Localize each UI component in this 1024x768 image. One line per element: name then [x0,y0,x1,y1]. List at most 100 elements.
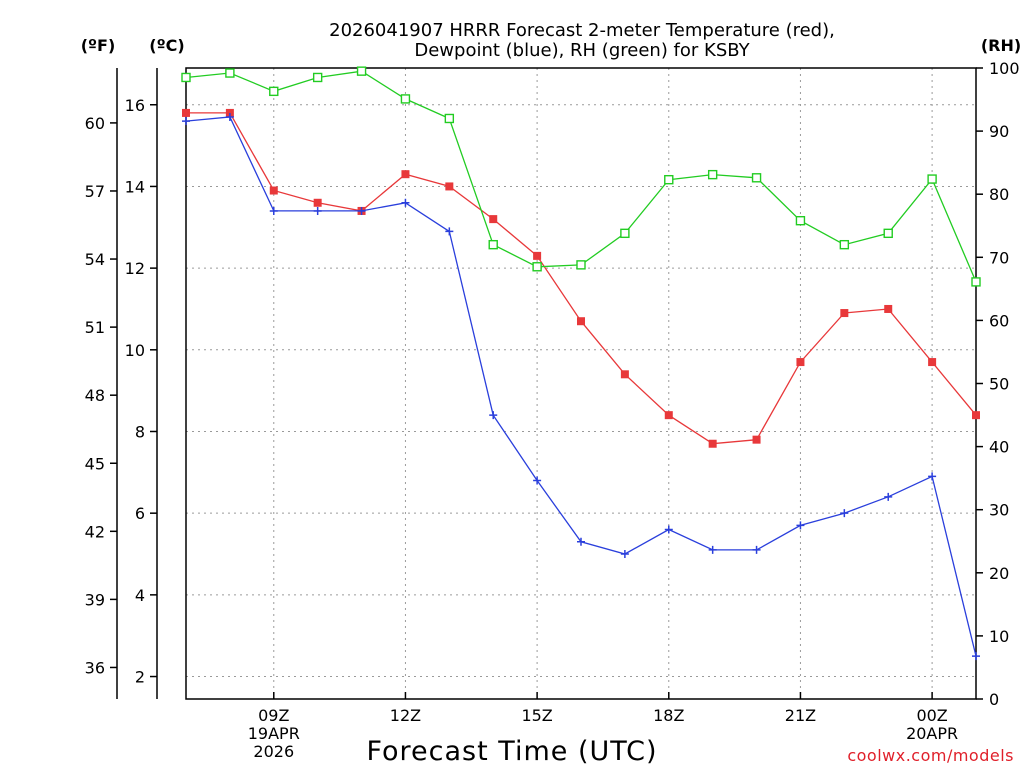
dewpoint-point [796,521,805,530]
celsius-tick-label: 10 [125,341,145,360]
rh-point [444,113,455,124]
temperature-point [445,182,454,191]
dewpoint-point [313,206,322,215]
x-tick-label: 20APR [906,724,958,743]
dewpoint-point [489,411,498,420]
dewpoint-point [445,227,454,236]
rh-point [269,86,279,97]
rh-tick-label: 80 [989,185,1009,204]
temperature-point [620,370,629,379]
rh-tick-label: 20 [989,564,1009,583]
dewpoint-point [840,509,849,518]
rh-point [356,66,367,76]
rh-tick-label: 0 [989,690,999,709]
x-axis-label: Forecast Time (UTC) [366,736,657,767]
temperature-point [401,170,410,179]
rh-tick-label: 60 [989,311,1009,330]
fahrenheit-tick-label: 51 [85,318,105,337]
rh-point [532,262,542,272]
rh-point [883,228,893,239]
rh-unit-label: (RH) [981,36,1021,55]
rh-point [181,72,191,83]
temperature-point [313,198,322,207]
fahrenheit-tick-label: 36 [85,658,105,677]
rh-tick-label: 90 [989,122,1009,141]
dewpoint-point [972,652,980,661]
temperature-point [928,358,937,367]
dewpoint-point [620,550,629,559]
dewpoint-point [401,198,410,207]
fahrenheit-tick-label: 57 [85,182,105,201]
x-tick-label: 15Z [521,706,552,725]
temperature-point [752,435,761,444]
rh-point [400,94,411,104]
credit-text: coolwx.com/models [847,746,1014,765]
temperature-point [182,108,190,117]
rh-point [707,169,718,180]
rh-point [620,228,630,239]
temperature-point [269,186,278,195]
rh-tick-label: 10 [989,627,1009,646]
rh-point [971,277,981,287]
rh-point [225,68,235,78]
temperature-point [489,215,498,224]
chart-title-line1: 2026041907 HRRR Forecast 2-meter Tempera… [329,20,835,41]
rh-point [839,239,850,250]
temperature-point [796,358,805,367]
temperature-point [533,251,542,260]
rh-point [664,174,674,185]
celsius-tick-label: 6 [135,504,145,523]
fahrenheit-tick-label: 54 [85,250,105,269]
dewpoint-point [928,472,937,481]
dewpoint-point [577,537,585,546]
fahrenheit-unit-label: (ºF) [81,36,116,55]
rh-point [488,239,498,250]
data-series [181,66,981,661]
rh-point [312,72,323,83]
dewpoint-point [752,545,761,554]
fahrenheit-tick-label: 42 [85,522,105,541]
dewpoint-point [182,117,190,126]
rh-point [751,173,762,183]
temperature-point [225,108,234,117]
dewpoint-point [269,206,278,215]
rh-tick-label: 70 [989,248,1009,267]
temperature-point [577,317,585,326]
temperature-point [840,309,849,318]
fahrenheit-tick-label: 39 [85,590,105,609]
celsius-tick-label: 12 [125,259,145,278]
temperature-point [708,439,717,448]
dewpoint-point [708,545,717,554]
x-tick-label: 19APR [248,724,300,743]
rh-tick-label: 30 [989,501,1009,520]
celsius-tick-label: 14 [125,177,145,196]
x-tick-label: 2026 [253,742,294,761]
rh-point [927,174,937,184]
x-tick-label: 00Z [916,706,947,725]
x-tick-label: 18Z [653,706,684,725]
fahrenheit-tick-label: 60 [85,114,105,133]
fahrenheit-tick-label: 48 [85,386,105,405]
x-tick-label: 12Z [390,706,421,725]
x-tick-label: 21Z [785,706,816,725]
dewpoint-point [884,492,893,501]
celsius-tick-label: 8 [135,422,145,441]
celsius-tick-label: 2 [135,668,145,687]
dewpoint-point [664,525,673,534]
axis-ticks: 2 4 6 8 10 12 14 16 36 39 42 45 48 51 54 57 60 0 10 20 30 40 5… [85,59,1020,761]
temperature-point [972,411,980,420]
celsius-unit-label: (ºC) [149,36,184,55]
rh-tick-label: 100 [989,59,1020,78]
fahrenheit-tick-label: 45 [85,454,105,473]
chart-title-line2: Dewpoint (blue), RH (green) for KSBY [414,40,750,61]
temperature-point [884,304,893,313]
celsius-tick-label: 16 [125,96,145,115]
celsius-tick-label: 4 [135,586,145,605]
rh-tick-label: 50 [989,375,1009,394]
dewpoint-point [225,113,234,122]
temperature-point [664,411,673,420]
dewpoint-point [533,476,542,485]
x-tick-label: 09Z [258,706,289,725]
rh-point [795,216,806,226]
